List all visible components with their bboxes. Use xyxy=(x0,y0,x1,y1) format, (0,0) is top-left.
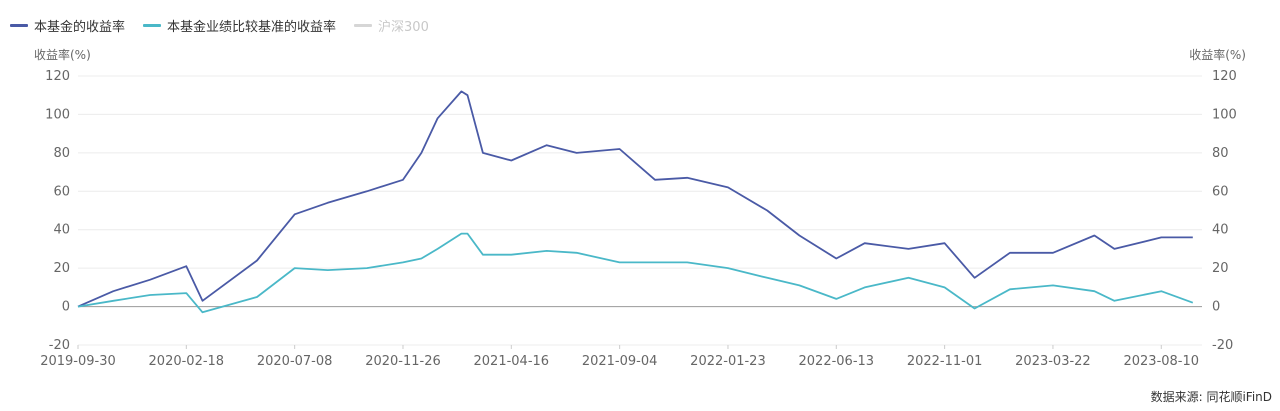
y-tick-label-right: 40 xyxy=(1212,223,1229,238)
x-tick-label: 2022-01-23 xyxy=(690,354,766,369)
y-tick-label-left: -20 xyxy=(49,338,70,353)
y-tick-label-right: 120 xyxy=(1212,69,1237,84)
data-source: 数据来源: 同花顺iFinD xyxy=(1150,390,1272,404)
x-tick-label: 2021-04-16 xyxy=(474,354,550,369)
x-tick-label: 2022-11-01 xyxy=(907,354,983,369)
y-tick-label-left: 40 xyxy=(53,223,70,238)
y-axis-title-right: 收益率(%) xyxy=(1189,48,1246,62)
y-tick-label-right: 60 xyxy=(1212,184,1229,199)
x-tick-label: 2021-09-04 xyxy=(582,354,658,369)
y-tick-label-right: -20 xyxy=(1212,338,1233,353)
x-tick-label: 2020-07-08 xyxy=(257,354,333,369)
legend-item-hs300[interactable]: 沪深300 xyxy=(354,16,429,35)
y-tick-label-left: 120 xyxy=(45,69,70,84)
y-tick-label-left: 80 xyxy=(53,146,70,161)
legend-label-hs300: 沪深300 xyxy=(378,19,429,35)
x-tick-label: 2022-06-13 xyxy=(799,354,875,369)
x-tick-label: 2020-11-26 xyxy=(365,354,441,369)
legend-item-fund[interactable]: 本基金的收益率 xyxy=(10,16,125,35)
series-line-1 xyxy=(77,232,1194,314)
legend-swatch-benchmark xyxy=(143,23,162,27)
series-line-0 xyxy=(77,90,1193,308)
x-tick-label: 2020-02-18 xyxy=(149,354,225,369)
chart-legend: 本基金的收益率 本基金业绩比较基准的收益率 沪深300 xyxy=(10,14,447,36)
y-tick-label-right: 20 xyxy=(1212,261,1229,276)
y-tick-label-left: 0 xyxy=(62,300,70,315)
legend-swatch-fund xyxy=(10,23,28,27)
legend-label-fund: 本基金的收益率 xyxy=(34,19,126,35)
y-axis-title-left: 收益率(%) xyxy=(34,48,91,62)
y-tick-label-right: 80 xyxy=(1212,146,1229,161)
legend-label-benchmark: 本基金业绩比较基准的收益率 xyxy=(167,19,337,35)
y-tick-label-right: 0 xyxy=(1212,300,1220,315)
y-tick-label-left: 60 xyxy=(53,184,70,199)
x-tick-label: 2023-03-22 xyxy=(1015,354,1091,369)
x-tick-label: 2019-09-30 xyxy=(40,354,116,369)
legend-swatch-hs300 xyxy=(354,23,373,27)
x-tick-label: 2023-08-10 xyxy=(1123,354,1199,369)
legend-item-benchmark[interactable]: 本基金业绩比较基准的收益率 xyxy=(143,16,336,35)
y-tick-label-right: 100 xyxy=(1212,107,1237,122)
y-tick-label-left: 100 xyxy=(45,107,70,122)
y-tick-label-left: 20 xyxy=(53,261,70,276)
